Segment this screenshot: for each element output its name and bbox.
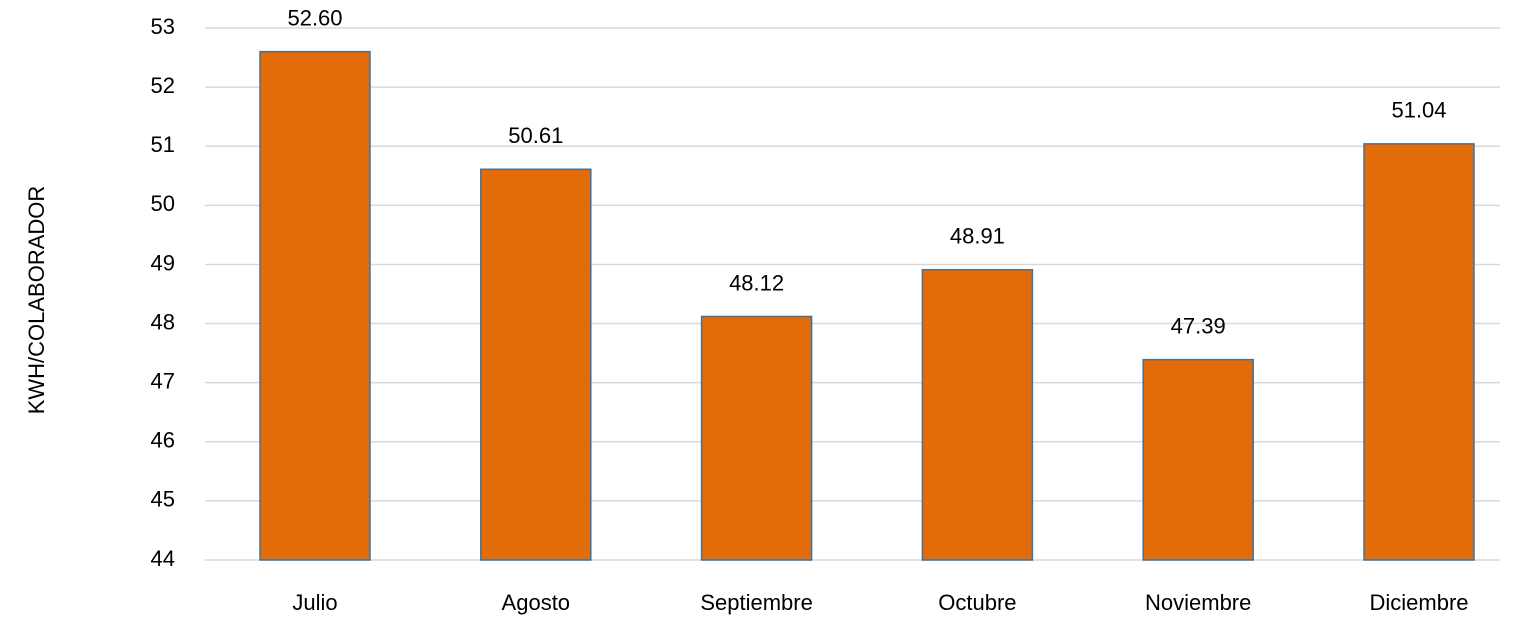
x-tick-label: Agosto [502,590,571,615]
y-tick-label: 49 [151,250,175,275]
y-tick-label: 51 [151,132,175,157]
bar [921,269,1034,561]
data-label: 51.04 [1391,98,1446,123]
data-label: 50.61 [508,123,563,148]
y-tick-label: 46 [151,428,175,453]
bar [480,168,592,561]
y-tick-label: 44 [151,546,175,571]
bar [1363,143,1475,561]
y-tick-label: 52 [151,73,175,98]
y-tick-label: 48 [151,309,175,334]
x-tick-label: Julio [292,590,337,615]
bar [259,50,371,561]
y-tick-label: 50 [151,191,175,216]
x-tick-label: Septiembre [700,590,813,615]
x-tick-label: Noviembre [1145,590,1251,615]
bar [1142,358,1254,561]
x-tick-label: Octubre [938,590,1016,615]
y-tick-label: 47 [151,368,175,393]
data-label: 48.12 [729,270,784,295]
x-tick-label: Diciembre [1369,590,1468,615]
data-label: 52.60 [287,5,342,30]
bar [700,315,813,561]
data-label: 48.91 [950,224,1005,249]
y-tick-label: 53 [151,14,175,39]
data-label: 47.39 [1171,313,1226,338]
y-tick-label: 45 [151,487,175,512]
y-axis-title: KWH/COLABORADOR [24,186,49,415]
